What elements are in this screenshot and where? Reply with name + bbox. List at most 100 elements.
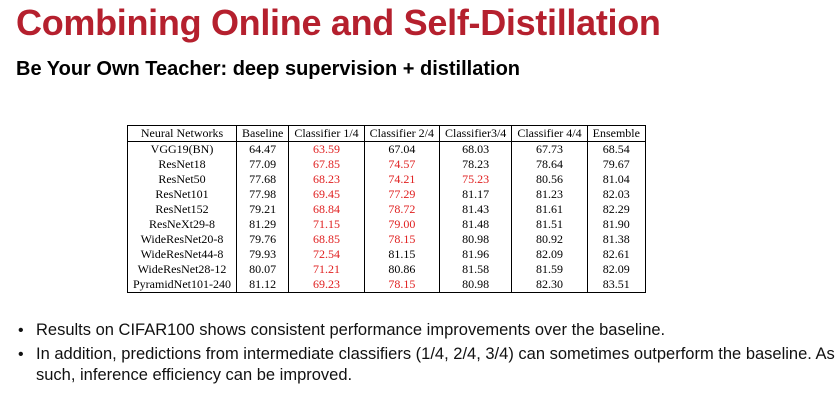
table-row: VGG19(BN) 64.47 63.59 67.04 68.03 67.73 68.54	[127, 141, 646, 157]
column-header-baseline: Baseline	[235, 125, 290, 142]
accuracy-cell: 68.85	[288, 232, 365, 247]
accuracy-cell: 80.56	[511, 172, 588, 187]
accuracy-cell: 67.73	[511, 141, 588, 157]
bullet-list: • Results on CIFAR100 shows consistent p…	[16, 320, 836, 389]
accuracy-cell: 81.38	[586, 232, 646, 247]
accuracy-cell: 81.90	[586, 217, 646, 232]
accuracy-cell: 82.61	[586, 247, 646, 262]
accuracy-cell: 82.29	[586, 202, 646, 217]
column-header-classifier-2-4: Classifier 2/4	[363, 125, 440, 142]
accuracy-cell: 80.86	[363, 262, 440, 277]
accuracy-cell: 81.59	[511, 262, 588, 277]
slide-title: Combining Online and Self-Distillation	[16, 2, 661, 43]
network-name-cell: WideResNet44-8	[127, 247, 237, 262]
accuracy-cell: 81.17	[438, 187, 513, 202]
accuracy-cell: 83.51	[586, 277, 646, 293]
table-header: Neural Networks Baseline Classifier 1/4 …	[127, 125, 646, 142]
column-header-classifier-1-4: Classifier 1/4	[288, 125, 365, 142]
accuracy-cell: 74.57	[363, 157, 440, 172]
column-header-classifier-3-4: Classifier3/4	[438, 125, 513, 142]
table-row: ResNet101 77.98 69.45 77.29 81.17 81.23 82.03	[127, 187, 646, 202]
accuracy-cell: 81.58	[438, 262, 513, 277]
table-row: ResNet50 77.68 68.23 74.21 75.23 80.56 81.04	[127, 172, 646, 187]
network-name-cell: ResNet101	[127, 187, 237, 202]
accuracy-cell: 81.61	[511, 202, 588, 217]
accuracy-cell: 77.09	[235, 157, 290, 172]
table-header-row: Neural Networks Baseline Classifier 1/4 …	[127, 125, 646, 142]
accuracy-cell: 68.03	[438, 141, 513, 157]
accuracy-cell: 82.09	[511, 247, 588, 262]
accuracy-cell: 69.23	[288, 277, 365, 293]
accuracy-cell: 63.59	[288, 141, 365, 157]
table-row: ResNet18 77.09 67.85 74.57 78.23 78.64 79.67	[127, 157, 646, 172]
accuracy-cell: 79.93	[235, 247, 290, 262]
bullet-item-1: • Results on CIFAR100 shows consistent p…	[16, 320, 836, 341]
accuracy-cell: 82.03	[586, 187, 646, 202]
slide-subtitle: Be Your Own Teacher: deep supervision + …	[16, 58, 521, 80]
accuracy-cell: 80.98	[438, 277, 513, 293]
table-body: VGG19(BN) 64.47 63.59 67.04 68.03 67.73 68.54 R…	[127, 141, 646, 293]
accuracy-cell: 64.47	[235, 141, 290, 157]
accuracy-cell: 82.30	[511, 277, 588, 293]
table-row: WideResNet20-8 79.76 68.85 78.15 80.98 80.92 8…	[127, 232, 646, 247]
accuracy-cell: 80.07	[235, 262, 290, 277]
accuracy-cell: 67.04	[363, 141, 440, 157]
network-name-cell: VGG19(BN)	[127, 141, 237, 157]
accuracy-cell: 78.15	[363, 277, 440, 293]
accuracy-cell: 77.98	[235, 187, 290, 202]
bullet-text: In addition, predictions from intermedia…	[36, 345, 835, 384]
network-name-cell: ResNet152	[127, 202, 237, 217]
bullet-glyph: •	[18, 346, 24, 363]
accuracy-cell: 80.98	[438, 232, 513, 247]
accuracy-cell: 81.43	[438, 202, 513, 217]
network-name-cell: ResNet18	[127, 157, 237, 172]
results-table: Neural Networks Baseline Classifier 1/4 …	[127, 125, 646, 293]
network-name-cell: PyramidNet101-240	[127, 277, 237, 293]
accuracy-cell: 71.15	[288, 217, 365, 232]
accuracy-cell: 79.76	[235, 232, 290, 247]
table-row: ResNeXt29-8 81.29 71.15 79.00 81.48 81.51 81.9…	[127, 217, 646, 232]
accuracy-cell: 78.64	[511, 157, 588, 172]
network-name-cell: WideResNet20-8	[127, 232, 237, 247]
bullet-item-2: • In addition, predictions from intermed…	[16, 344, 836, 386]
accuracy-cell: 81.15	[363, 247, 440, 262]
accuracy-cell: 75.23	[438, 172, 513, 187]
accuracy-cell: 82.09	[586, 262, 646, 277]
accuracy-cell: 74.21	[363, 172, 440, 187]
accuracy-cell: 81.23	[511, 187, 588, 202]
accuracy-cell: 81.12	[235, 277, 290, 293]
accuracy-cell: 77.29	[363, 187, 440, 202]
accuracy-cell: 77.68	[235, 172, 290, 187]
network-name-cell: WideResNet28-12	[127, 262, 237, 277]
accuracy-cell: 68.54	[586, 141, 646, 157]
accuracy-cell: 78.15	[363, 232, 440, 247]
accuracy-cell: 81.48	[438, 217, 513, 232]
accuracy-cell: 80.92	[511, 232, 588, 247]
accuracy-cell: 79.67	[586, 157, 646, 172]
accuracy-cell: 67.85	[288, 157, 365, 172]
table-row: WideResNet28-12 80.07 71.21 80.86 81.58 81.59…	[127, 262, 646, 277]
table-row: WideResNet44-8 79.93 72.54 81.15 81.96 82.09 8…	[127, 247, 646, 262]
accuracy-cell: 79.21	[235, 202, 290, 217]
accuracy-cell: 68.23	[288, 172, 365, 187]
accuracy-cell: 81.96	[438, 247, 513, 262]
table-row: PyramidNet101-240 81.12 69.23 78.15 80.98 82.…	[127, 277, 646, 293]
accuracy-cell: 68.84	[288, 202, 365, 217]
accuracy-cell: 81.51	[511, 217, 588, 232]
network-name-cell: ResNeXt29-8	[127, 217, 237, 232]
column-header-ensemble: Ensemble	[586, 125, 646, 142]
accuracy-cell: 81.04	[586, 172, 646, 187]
bullet-glyph: •	[18, 322, 24, 339]
accuracy-cell: 69.45	[288, 187, 365, 202]
accuracy-cell: 72.54	[288, 247, 365, 262]
column-header-neural-networks: Neural Networks	[127, 125, 237, 142]
accuracy-cell: 78.72	[363, 202, 440, 217]
accuracy-cell: 71.21	[288, 262, 365, 277]
bullet-text: Results on CIFAR100 shows consistent per…	[36, 321, 666, 339]
table-row: ResNet152 79.21 68.84 78.72 81.43 81.61 82.29	[127, 202, 646, 217]
network-name-cell: ResNet50	[127, 172, 237, 187]
column-header-classifier-4-4: Classifier 4/4	[511, 125, 588, 142]
accuracy-cell: 81.29	[235, 217, 290, 232]
accuracy-cell: 78.23	[438, 157, 513, 172]
accuracy-cell: 79.00	[363, 217, 440, 232]
